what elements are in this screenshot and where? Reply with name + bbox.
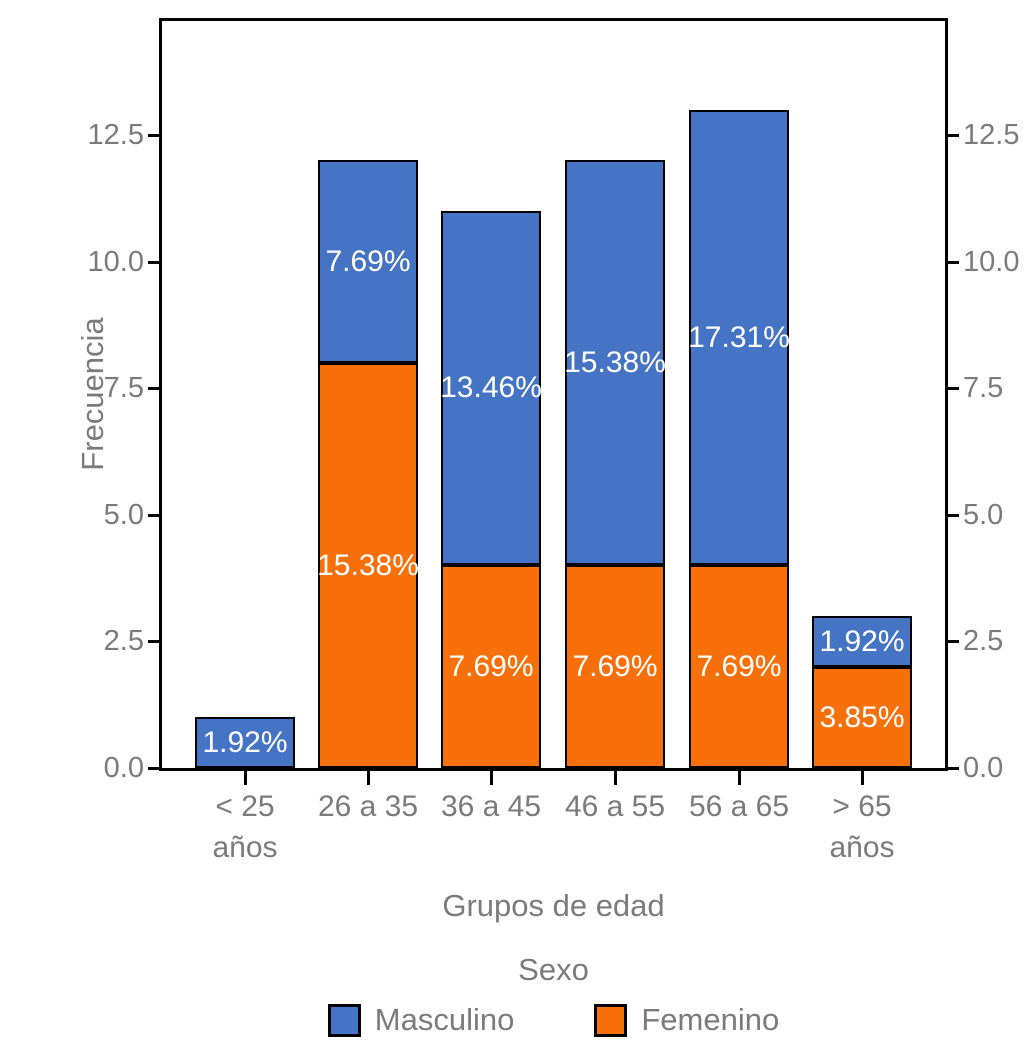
- x-category-label: 46 a 55: [564, 790, 666, 823]
- y-tick-right: [945, 261, 959, 264]
- bar-segment-masculino: 15.38%: [564, 160, 666, 565]
- bar-segment-femenino: 3.85%: [812, 667, 912, 768]
- x-category-label: < 25 años: [212, 790, 278, 864]
- y-tick-right: [945, 640, 959, 643]
- y-tick-label-left: 0.0: [103, 752, 144, 784]
- y-tick-label-right: 5.0: [963, 499, 1004, 531]
- x-tick: [861, 771, 864, 785]
- y-tick-left: [148, 640, 162, 643]
- x-tick: [614, 771, 617, 785]
- legend-title: Sexo: [518, 952, 589, 987]
- x-category-label: 56 a 65: [688, 790, 790, 823]
- x-axis-title: Grupos de edad: [442, 888, 665, 923]
- legend-label-femenino: Femenino: [641, 1002, 780, 1037]
- y-tick-label-right: 0.0: [963, 752, 1004, 784]
- bar-segment-femenino: 15.38%: [317, 363, 419, 768]
- y-tick-right: [945, 134, 959, 137]
- bar-segment-femenino: 7.69%: [441, 565, 541, 768]
- bar-segment-masculino: 17.31%: [688, 110, 790, 565]
- bar-percentage-label: 1.92%: [819, 624, 905, 658]
- legend: Sexo Masculino Femenino: [162, 952, 945, 1038]
- y-tick-right: [945, 514, 959, 517]
- x-category-label: 26 a 35: [317, 790, 419, 823]
- y-tick-label-left: 12.5: [87, 119, 144, 151]
- x-category-label: 36 a 45: [440, 790, 542, 823]
- x-tick: [490, 771, 493, 785]
- y-tick-label-right: 7.5: [963, 372, 1004, 404]
- y-tick-label-left: 2.5: [103, 625, 144, 657]
- y-tick-right: [945, 387, 959, 390]
- bar-percentage-label: 7.69%: [325, 244, 411, 278]
- bar-percentage-label: 7.69%: [696, 649, 782, 683]
- x-tick: [244, 771, 247, 785]
- bar-percentage-label: 17.31%: [688, 320, 790, 354]
- bar-percentage-label: 15.38%: [564, 345, 666, 379]
- legend-item-femenino: Femenino: [594, 1002, 779, 1038]
- y-tick-label-left: 10.0: [87, 246, 144, 278]
- bar-segment-masculino: 7.69%: [318, 160, 418, 363]
- y-tick-label-right: 2.5: [963, 625, 1004, 657]
- legend-items: Masculino Femenino: [162, 1002, 945, 1038]
- bar-segment-masculino: 1.92%: [195, 717, 295, 768]
- y-tick-left: [148, 514, 162, 517]
- bar-segment-femenino: 7.69%: [689, 565, 789, 768]
- x-category-label: > 65 años: [829, 790, 895, 864]
- x-tick: [367, 771, 370, 785]
- y-tick-left: [148, 134, 162, 137]
- y-tick-label-right: 10.0: [963, 246, 1020, 278]
- bar-percentage-label: 7.69%: [448, 649, 534, 683]
- legend-item-masculino: Masculino: [327, 1002, 515, 1038]
- bar-segment-masculino: 13.46%: [440, 211, 542, 565]
- bar-percentage-label: 7.69%: [572, 649, 658, 683]
- y-tick-left: [148, 387, 162, 390]
- y-tick-left: [148, 261, 162, 264]
- legend-swatch-femenino: [594, 1003, 628, 1037]
- legend-swatch-masculino: [327, 1003, 361, 1037]
- bar-segment-femenino: 7.69%: [565, 565, 665, 768]
- bar-percentage-label: 3.85%: [819, 700, 905, 734]
- legend-label-masculino: Masculino: [374, 1002, 515, 1037]
- bar-percentage-label: 1.92%: [202, 725, 288, 759]
- y-tick-label-left: 7.5: [103, 372, 144, 404]
- y-tick-label-right: 12.5: [963, 119, 1020, 151]
- y-tick-label-left: 5.0: [103, 499, 144, 531]
- bar-segment-masculino: 1.92%: [812, 616, 912, 667]
- y-tick-right: [945, 767, 959, 770]
- x-tick: [738, 771, 741, 785]
- bar-percentage-label: 15.38%: [317, 548, 419, 582]
- y-tick-left: [148, 767, 162, 770]
- bar-percentage-label: 13.46%: [440, 371, 542, 404]
